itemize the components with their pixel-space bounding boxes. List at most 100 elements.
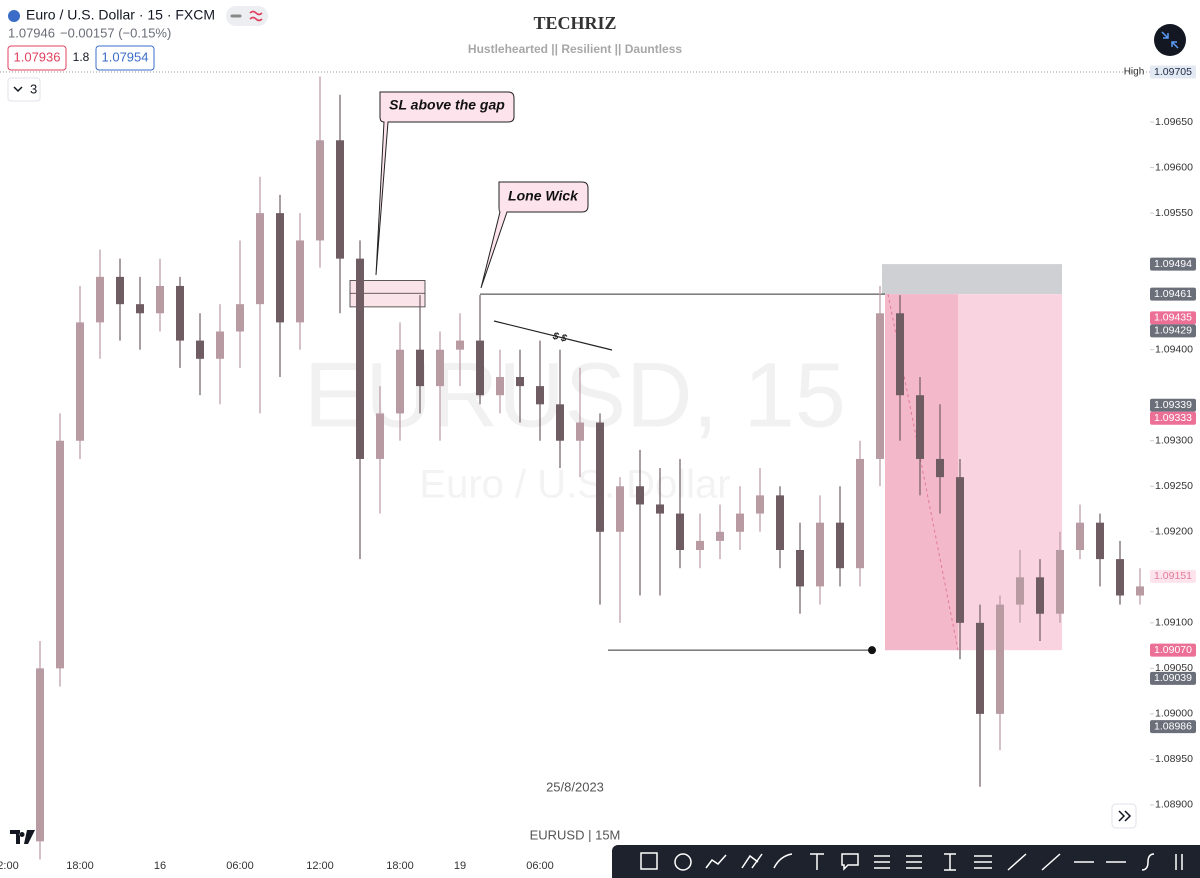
y-tick-label: 1.09250 [1155, 480, 1193, 492]
candle-body [1076, 522, 1084, 550]
y-tick-label: 1.09400 [1155, 343, 1193, 355]
candle-body [556, 404, 564, 441]
price-badge-label: 1.09039 [1154, 672, 1192, 684]
x-tick-label: 19 [454, 860, 466, 872]
candle-body [776, 495, 784, 550]
annotations: $ $ SL above the gap Lone Wick [375, 91, 613, 351]
candle-body [156, 285, 164, 314]
callout-sl [375, 91, 515, 276]
watermark-main: EURUSD, 15 [304, 344, 846, 446]
indicators-toggle[interactable] [7, 77, 41, 102]
price-axis: 1.09650 1.09600 1.09550 1.09400 1.09300 1.092… [1124, 65, 1196, 811]
candle-body [416, 349, 424, 387]
high-label: High [1124, 67, 1145, 78]
candle-body [316, 140, 324, 241]
footer-caption: EURUSD | 15M [530, 827, 621, 842]
candles [36, 76, 1144, 860]
candle-body [576, 422, 584, 441]
status-icon [249, 10, 263, 22]
price-badge [1150, 287, 1196, 301]
y-tick-label: 1.09050 [1155, 662, 1193, 674]
candle-body [396, 349, 404, 414]
trend-line [493, 320, 613, 351]
y-tick-label: 1.09000 [1155, 708, 1193, 720]
price-badge [1150, 671, 1196, 685]
callout-wick [480, 181, 589, 289]
candle-body [996, 604, 1004, 714]
brand-title: TECHRIZ [533, 13, 616, 33]
candle-body [536, 386, 544, 405]
price-badge-label: 1.09070 [1154, 644, 1192, 656]
x-tick-label: 18:00 [386, 860, 414, 872]
callout-wick-text: Lone Wick [508, 188, 579, 204]
x-tick-label: 12:00 [306, 860, 334, 872]
candle-body [356, 258, 364, 459]
scroll-icon [1118, 810, 1132, 822]
candle-body [836, 522, 844, 569]
annotation-dollars: $ $ [551, 331, 568, 345]
candle-body [496, 377, 504, 396]
price-badge [1150, 643, 1196, 657]
candle-body [936, 458, 944, 478]
indicators-count: 3 [30, 81, 37, 96]
price-badge-label: 1.08986 [1154, 720, 1192, 732]
footer-date: 25/8/2023 [546, 779, 604, 794]
buy-button[interactable] [95, 45, 155, 71]
x-tick-label: 18:00 [66, 860, 94, 872]
candle-body [296, 240, 304, 323]
spread: 1.8 [73, 50, 90, 64]
x-edge-label: 2:00 [0, 860, 19, 872]
candle-body [796, 549, 804, 587]
price-badge-label: 1.09461 [1154, 288, 1192, 300]
price-badge [1150, 311, 1196, 325]
candle-body [876, 313, 884, 459]
candle-body [476, 340, 484, 396]
candle-body [716, 531, 724, 541]
candle-body [36, 668, 44, 842]
candle-body [176, 285, 184, 341]
sell-price: 1.07936 [14, 49, 61, 64]
toolbar-icons[interactable] [640, 852, 1183, 871]
price-change: −0.00157 (−0.15%) [60, 25, 171, 40]
candle-body [756, 495, 764, 514]
candle-body [76, 322, 84, 441]
candle-body [856, 458, 864, 569]
price-badge-label: 1.09151 [1154, 570, 1192, 582]
price-badge [1150, 720, 1196, 734]
price-badge-label: 1.09494 [1154, 258, 1192, 270]
y-tick-label: 1.09550 [1155, 207, 1193, 219]
y-tick-label: 1.09600 [1155, 161, 1193, 173]
buy-price: 1.07954 [102, 49, 149, 64]
candle-body [516, 377, 524, 387]
candle-body [956, 477, 964, 623]
last-price: 1.07946 [8, 25, 55, 40]
candle-body [196, 340, 204, 359]
candle-body [436, 349, 444, 387]
y-tick-label: 1.08950 [1155, 753, 1193, 765]
candle-body [736, 513, 744, 532]
price-badge [1150, 398, 1196, 412]
price-badge-label: 1.09705 [1154, 66, 1192, 78]
candle-body [636, 486, 644, 505]
candle-body [376, 413, 384, 459]
candle-body [916, 395, 924, 459]
y-tick-label: 1.08900 [1155, 799, 1193, 811]
candle-body [1116, 559, 1124, 596]
sell-button[interactable] [7, 45, 67, 71]
candle-body [896, 313, 904, 396]
fullscreen-button[interactable] [1154, 24, 1186, 56]
y-tick-label: 1.09650 [1155, 116, 1193, 128]
y-tick-label: 1.09100 [1155, 617, 1193, 629]
callout-sl-text: SL above the gap [389, 97, 505, 113]
candle-body [1056, 549, 1064, 614]
price-badge-label: 1.09339 [1154, 399, 1192, 411]
candle-body [1036, 577, 1044, 614]
price-badge-label: 1.09429 [1154, 325, 1192, 337]
candle-body [336, 140, 344, 259]
candle-body [676, 513, 684, 550]
candle-body [276, 213, 284, 323]
candle-body [116, 276, 124, 305]
price-badge-label: 1.09333 [1154, 412, 1192, 424]
price-badge-label: 1.09435 [1154, 312, 1192, 324]
